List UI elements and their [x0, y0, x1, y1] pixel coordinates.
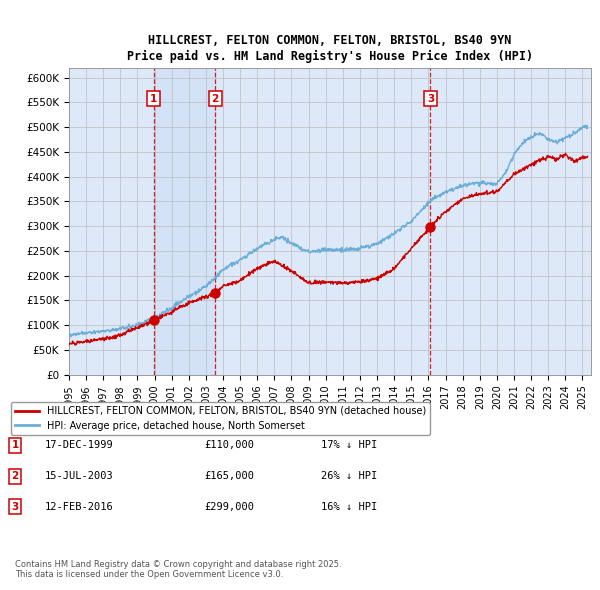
Text: 3: 3: [427, 94, 434, 103]
Text: Contains HM Land Registry data © Crown copyright and database right 2025.
This d: Contains HM Land Registry data © Crown c…: [15, 560, 341, 579]
Text: 17-DEC-1999: 17-DEC-1999: [45, 441, 114, 450]
Text: 26% ↓ HPI: 26% ↓ HPI: [321, 471, 377, 481]
Title: HILLCREST, FELTON COMMON, FELTON, BRISTOL, BS40 9YN
Price paid vs. HM Land Regis: HILLCREST, FELTON COMMON, FELTON, BRISTO…: [127, 34, 533, 63]
Text: 12-FEB-2016: 12-FEB-2016: [45, 502, 114, 512]
Legend: HILLCREST, FELTON COMMON, FELTON, BRISTOL, BS40 9YN (detached house), HPI: Avera: HILLCREST, FELTON COMMON, FELTON, BRISTO…: [11, 402, 430, 435]
Bar: [154, 68, 215, 375]
Text: £165,000: £165,000: [204, 471, 254, 481]
Text: £299,000: £299,000: [204, 502, 254, 512]
Text: £110,000: £110,000: [204, 441, 254, 450]
Text: 15-JUL-2003: 15-JUL-2003: [45, 471, 114, 481]
Text: 17% ↓ HPI: 17% ↓ HPI: [321, 441, 377, 450]
Text: 16% ↓ HPI: 16% ↓ HPI: [321, 502, 377, 512]
Text: 1: 1: [11, 441, 19, 450]
Text: 1: 1: [150, 94, 158, 103]
Text: 2: 2: [212, 94, 219, 103]
Text: 3: 3: [11, 502, 19, 512]
Text: 2: 2: [11, 471, 19, 481]
